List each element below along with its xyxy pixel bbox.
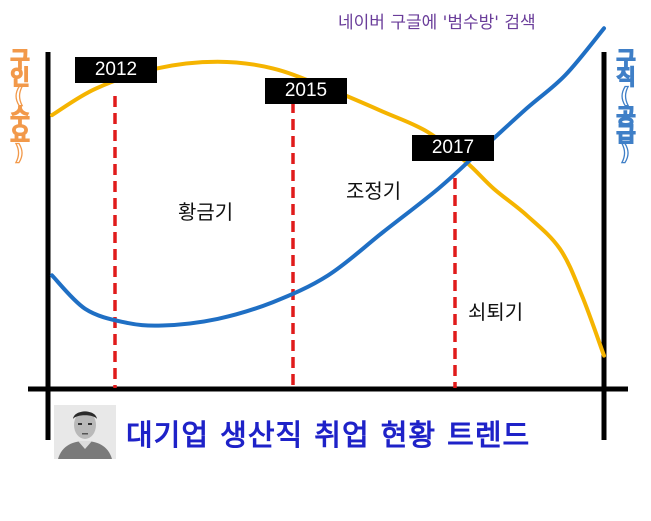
year-marker-label: 2012 bbox=[75, 57, 157, 83]
year-marker-label: 2015 bbox=[265, 78, 347, 104]
year-marker-lines bbox=[113, 96, 457, 388]
chart-title: 대기업 생산직 취업 현황 트렌드 bbox=[126, 418, 531, 452]
left-axis-label: 구인(수요) bbox=[6, 47, 31, 162]
search-hint: 네이버 구글에 '범수방' 검색 bbox=[338, 13, 536, 33]
series-line bbox=[50, 26, 606, 328]
phase-label: 조정기 bbox=[346, 179, 402, 203]
right-axis-label: 구직(공급) bbox=[612, 47, 637, 162]
phase-label: 쇠퇴기 bbox=[468, 300, 524, 324]
phase-label: 황금기 bbox=[178, 200, 234, 224]
author-avatar bbox=[54, 405, 116, 459]
year-marker-label: 2017 bbox=[412, 135, 494, 161]
chart-axes bbox=[28, 52, 628, 440]
